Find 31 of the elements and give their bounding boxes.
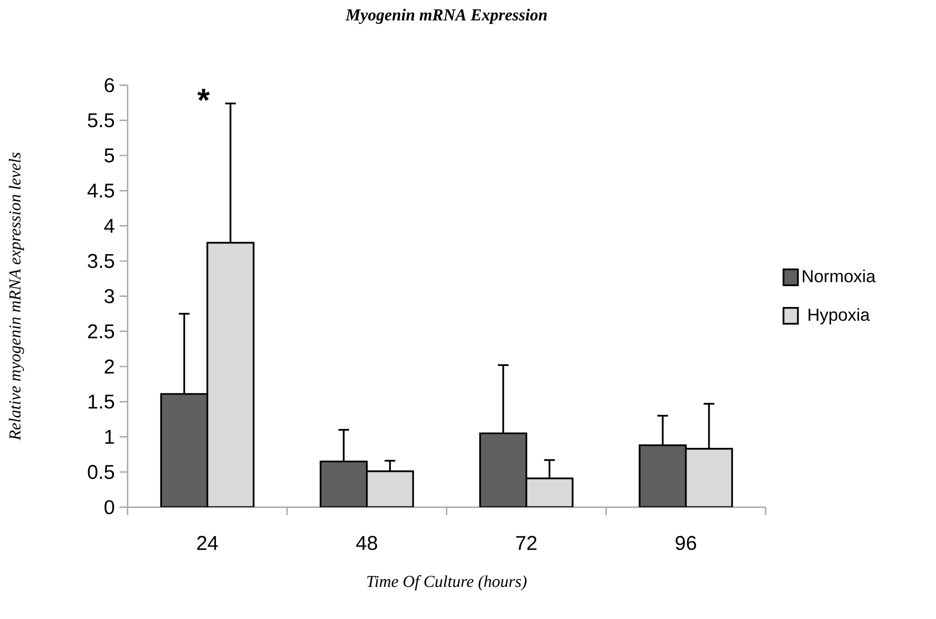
bar: [320, 460, 368, 508]
y-tick-label: 0: [104, 500, 114, 514]
x-tick-label: 96: [676, 536, 696, 550]
chart-title: Myogenin mRNA Expression: [345, 8, 547, 24]
y-axis-title: Relative myogenin mRNA expression levels: [8, 152, 24, 440]
y-tick-label: 2: [104, 360, 114, 374]
bar: [525, 477, 574, 508]
legend-label: Hypoxia: [808, 308, 870, 324]
y-tick-label: 2.5: [88, 324, 114, 338]
y-tick-label: 6: [104, 78, 114, 92]
x-tick-label: 72: [516, 536, 536, 550]
y-tick-label: 5.5: [88, 113, 114, 128]
y-tick-label: 4: [104, 218, 114, 233]
bar: [684, 448, 733, 508]
bar: [638, 444, 687, 508]
y-tick-label: 1: [105, 430, 114, 444]
bar: [160, 393, 208, 508]
x-tick-label: 48: [356, 536, 378, 550]
annotation: *: [197, 88, 210, 101]
y-tick-label: 3: [104, 289, 114, 304]
x-tick-label: 24: [197, 536, 218, 550]
x-axis-title: Time Of Culture (hours): [367, 575, 527, 590]
y-tick-label: 5: [104, 148, 114, 162]
bar: [479, 432, 528, 508]
y-tick-label: 1.5: [88, 394, 114, 409]
y-tick-label: 0.5: [88, 464, 114, 480]
legend-label: Normoxia: [802, 270, 876, 282]
bar: [206, 242, 254, 508]
y-tick-label: 3.5: [88, 254, 114, 268]
bar: [366, 470, 414, 508]
y-tick-label: 4.5: [88, 184, 114, 198]
